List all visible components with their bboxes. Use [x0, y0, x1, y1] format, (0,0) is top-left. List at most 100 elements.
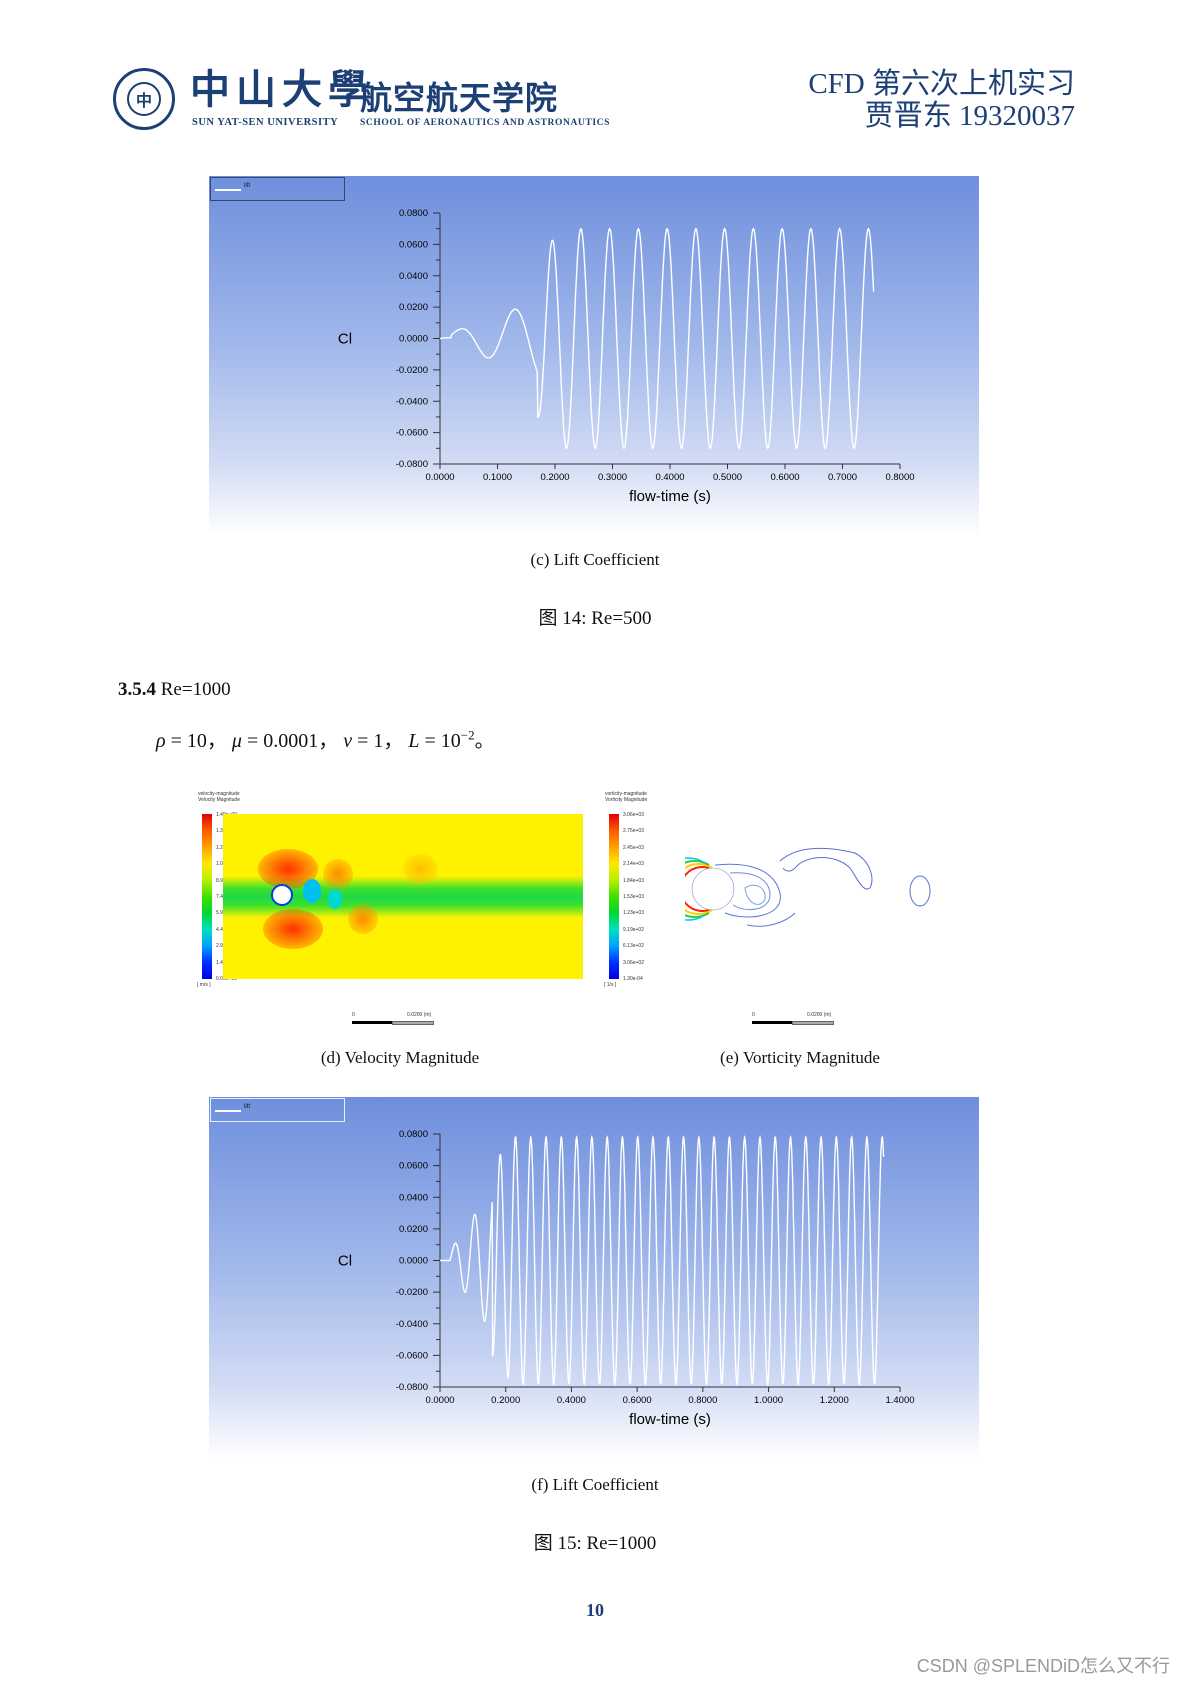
y-tick-label: 0.0800 — [399, 208, 428, 219]
x-tick-label: 0.0000 — [425, 1395, 454, 1406]
chart-legend: lift — [210, 177, 345, 201]
colorbar-tick-label: 2.75e+03 — [623, 828, 644, 835]
vorticity-colorbar-title: vorticity-magnitude Vorticity Magnitude — [605, 791, 647, 803]
colorbar-tick-label: 2.45e+03 — [623, 844, 644, 851]
y-tick-label: 0.0400 — [399, 271, 428, 282]
vorticity-contour-lines — [685, 847, 931, 927]
x-tick-label: 0.8000 — [688, 1395, 717, 1406]
mu-symbol: μ — [231, 730, 242, 752]
x-tick-label: 0.4000 — [655, 472, 684, 483]
school-name-cn: 航空航天学院 — [360, 79, 559, 117]
colorbar-tick-label: 1.84e+03 — [623, 877, 644, 884]
y-tick-label: 0.0200 — [399, 1224, 428, 1235]
colorbar-tick-label: 1.23e+03 — [623, 910, 644, 917]
lift-series-line — [439, 227, 875, 450]
v-value: = 1， — [352, 730, 404, 752]
subcaption-e: (e) Vorticity Magnitude — [720, 1048, 880, 1067]
vorticity-title-1: vorticity-magnitude — [605, 791, 647, 797]
header-title-line2: 贾晋东 19320037 — [864, 100, 1075, 132]
chart-plot-svg: 0.0800 0.0600 0.0400 0.0200 0.0000 -0.0200 -0.… — [338, 1129, 915, 1428]
colorbar-tick-label: 2.14e+03 — [623, 861, 644, 868]
parameters-formula: ρ = 10， μ = 0.0001， v = 1， L = 10−2。 — [156, 724, 495, 753]
legend-label: lift — [244, 1104, 250, 1110]
lift-coefficient-chart-re1000: lift 0.0800 0.0600 0.0400 0.0200 0.0000 -0.02… — [209, 1097, 979, 1459]
section-heading: 3.5.4 Re=1000 — [118, 679, 231, 701]
document-header-title: CFD 第六次上机实习 贾晋东 19320037 — [808, 68, 1075, 132]
chart-plot-svg: 0.0800 0.0600 0.0400 0.0200 0.0000 -0.0200 -0.… — [338, 208, 915, 505]
x-axis-label: flow-time (s) — [629, 1411, 711, 1428]
scale-left-label: 0 — [752, 1012, 755, 1018]
figure-15-caption: 图 15: Re=1000 — [533, 1533, 657, 1554]
csdn-watermark: CSDN @SPLENDiD怎么又不行 — [916, 1656, 1170, 1676]
y-tick-label: -0.0800 — [396, 1382, 428, 1393]
subcaption-d: (d) Velocity Magnitude — [320, 1048, 480, 1067]
velocity-title-2: Velocity Magnitude — [198, 797, 240, 803]
vorticity-magnitude-contour: vorticity-magnitude Vorticity Magnitude … — [600, 788, 960, 993]
colorbar-tick-label: 6.13e+02 — [623, 943, 644, 950]
subcaption-f: (f) Lift Coefficient — [531, 1475, 659, 1494]
mu-value: = 0.0001， — [241, 730, 339, 752]
y-tick-label: 0.0400 — [399, 1192, 428, 1203]
university-name-en: SUN YAT-SEN UNIVERSITY — [192, 117, 339, 128]
y-tick-label: 0.0000 — [399, 1256, 428, 1267]
y-tick-label: -0.0200 — [396, 365, 428, 376]
colorbar-tick-label: 1.30e-04 — [623, 976, 643, 982]
L-value: = 10 — [419, 730, 461, 752]
velocity-unit: [ m/s ] — [197, 982, 211, 988]
section-title: Re=1000 — [156, 679, 231, 700]
x-tick-label: 1.2000 — [820, 1395, 849, 1406]
x-tick-label: 0.0000 — [425, 472, 454, 483]
y-tick-label: -0.0400 — [396, 396, 428, 407]
L-symbol: L — [408, 730, 420, 752]
velocity-title-1: velocity-magnitude — [198, 791, 240, 797]
x-tick-label: 0.2000 — [491, 1395, 520, 1406]
legend-line-swatch — [215, 1110, 241, 1112]
school-name-en: SCHOOL OF AERONAUTICS AND ASTRONAUTICS — [360, 118, 610, 128]
colorbar-tick-label: 3.06e+02 — [623, 959, 644, 966]
L-exponent: −2 — [460, 727, 475, 743]
page-number: 10 — [586, 1600, 604, 1620]
university-name-cn: 中山大學 — [190, 66, 374, 113]
vorticity-unit: [ 1/s ] — [604, 982, 617, 988]
scale-right-label: 0.0200 (m) — [407, 1012, 432, 1018]
y-axis-label: Cl — [338, 1253, 352, 1270]
velocity-colorbar — [202, 814, 212, 979]
chart-legend: lift — [210, 1098, 345, 1122]
y-tick-label: 0.0600 — [399, 239, 428, 250]
x-tick-label: 1.4000 — [885, 1395, 914, 1406]
seal-inner: 中 — [127, 82, 161, 116]
velocity-field — [223, 814, 583, 979]
colorbar-tick-label: 1.53e+03 — [623, 894, 644, 900]
vorticity-colorbar — [609, 814, 619, 979]
x-tick-label: 0.8000 — [885, 472, 914, 483]
y-tick-label: 0.0800 — [399, 1129, 428, 1140]
scale-left-label: 0 — [352, 1012, 355, 1018]
y-tick-label: 0.0000 — [399, 334, 428, 345]
x-tick-label: 1.0000 — [754, 1395, 783, 1406]
y-tick-label: -0.0600 — [396, 1350, 428, 1361]
colorbar-tick-label: 9.19e+02 — [623, 926, 644, 933]
colorbar-tick-label: 3.06e+03 — [623, 812, 644, 818]
velocity-scale-bar: 0 0.0200 (m) — [352, 1012, 434, 1028]
rho-value: = 10， — [165, 730, 227, 752]
vorticity-title-2: Vorticity Magnitude — [605, 797, 648, 803]
subcaption-c: (c) Lift Coefficient — [530, 550, 660, 569]
x-tick-label: 0.1000 — [483, 472, 512, 483]
x-tick-label: 0.4000 — [557, 1395, 586, 1406]
x-axis-label: flow-time (s) — [629, 488, 711, 505]
x-tick-label: 0.2000 — [540, 472, 569, 483]
formula-end: 。 — [474, 730, 495, 752]
y-tick-label: 0.0600 — [399, 1161, 428, 1172]
x-tick-label: 0.3000 — [598, 472, 627, 483]
velocity-magnitude-contour: velocity-magnitude Velocity Magnitude 1.… — [195, 788, 590, 993]
y-tick-label: 0.0200 — [399, 302, 428, 313]
velocity-colorbar-title: velocity-magnitude Velocity Magnitude — [198, 791, 240, 803]
rho-symbol: ρ — [156, 730, 166, 752]
y-tick-label: -0.0800 — [396, 459, 428, 470]
y-tick-label: -0.0600 — [396, 428, 428, 439]
y-tick-label: -0.0400 — [396, 1319, 428, 1330]
vorticity-scale-bar: 0 0.0200 (m) — [752, 1012, 834, 1028]
legend-label: lift — [244, 183, 250, 189]
figure-14-caption: 图 14: Re=500 — [538, 608, 652, 629]
university-seal-logo: 中 — [113, 68, 175, 130]
